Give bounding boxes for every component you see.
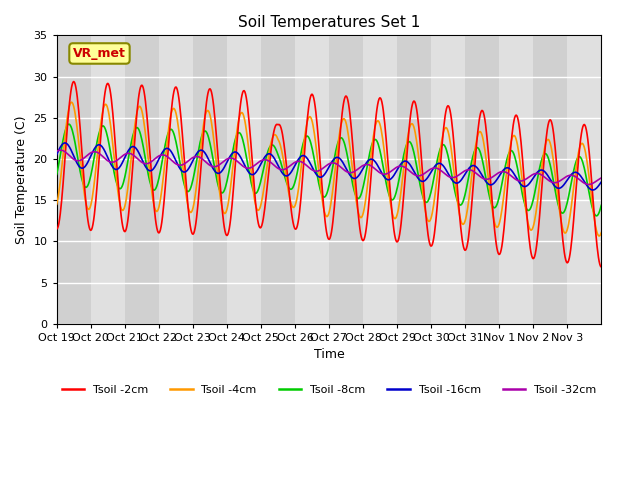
Y-axis label: Soil Temperature (C): Soil Temperature (C) bbox=[15, 115, 28, 244]
Bar bbox=[125, 36, 159, 324]
Bar bbox=[295, 36, 329, 324]
Bar bbox=[397, 36, 431, 324]
Text: VR_met: VR_met bbox=[73, 47, 126, 60]
Title: Soil Temperatures Set 1: Soil Temperatures Set 1 bbox=[238, 15, 420, 30]
Legend: Tsoil -2cm, Tsoil -4cm, Tsoil -8cm, Tsoil -16cm, Tsoil -32cm: Tsoil -2cm, Tsoil -4cm, Tsoil -8cm, Tsoi… bbox=[57, 380, 601, 399]
Bar bbox=[329, 36, 363, 324]
Bar bbox=[363, 36, 397, 324]
Bar bbox=[261, 36, 295, 324]
Bar bbox=[159, 36, 193, 324]
Bar bbox=[193, 36, 227, 324]
Bar bbox=[431, 36, 465, 324]
Bar bbox=[499, 36, 533, 324]
X-axis label: Time: Time bbox=[314, 348, 344, 361]
Bar bbox=[91, 36, 125, 324]
Bar bbox=[567, 36, 601, 324]
Bar bbox=[57, 36, 91, 324]
Bar bbox=[465, 36, 499, 324]
Bar bbox=[533, 36, 567, 324]
Bar bbox=[227, 36, 261, 324]
